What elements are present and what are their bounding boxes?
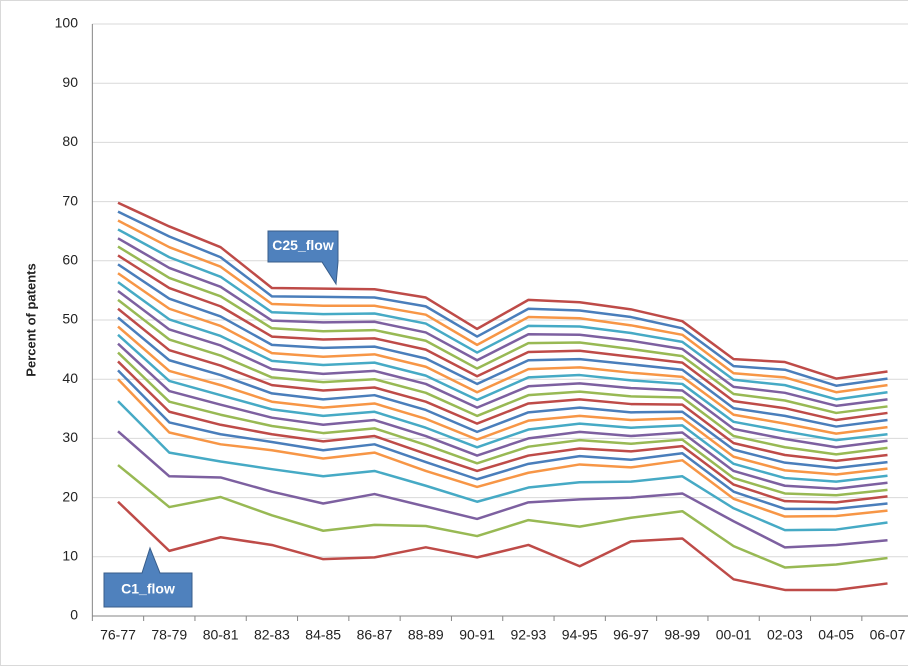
y-tick-label: 70 [62, 192, 78, 208]
series-line [117, 228, 888, 401]
y-tick-label: 60 [62, 252, 78, 268]
callout: C25_flow [267, 230, 339, 286]
y-tick-label: 80 [62, 133, 78, 149]
series-line [117, 342, 888, 490]
x-tick-label: 04-05 [818, 627, 854, 643]
series-line [117, 254, 888, 422]
series-line [117, 400, 888, 532]
x-tick-label: 96-97 [613, 627, 649, 643]
series-line [117, 378, 888, 518]
series-line [117, 289, 888, 449]
series-line [117, 307, 888, 463]
callout-text: C1_flow [121, 581, 175, 597]
series-line [117, 245, 888, 415]
series-line [117, 219, 888, 394]
series-line [117, 210, 888, 387]
x-tick-label: 82-83 [254, 627, 290, 643]
x-tick-label: 06-07 [870, 627, 906, 643]
callout-shape [267, 230, 339, 286]
series-line [117, 272, 888, 435]
x-tick-label: 78-79 [151, 627, 187, 643]
y-tick-label: 30 [62, 429, 78, 445]
y-tick-label: 100 [55, 15, 79, 31]
x-tick-label: 88-89 [408, 627, 444, 643]
callout: C1_flow [103, 546, 193, 608]
y-tick-label: 10 [62, 548, 78, 564]
x-tick-label: 76-77 [100, 627, 136, 643]
series-line [117, 298, 888, 456]
x-tick-label: 90-91 [459, 627, 495, 643]
y-tick-label: 40 [62, 370, 78, 386]
series-line [117, 333, 888, 483]
x-tick-label: 86-87 [357, 627, 393, 643]
callout-shape [103, 546, 193, 608]
series-line [117, 237, 888, 408]
y-axis-title: Percent of patents [23, 263, 38, 376]
series-line [117, 500, 888, 592]
x-tick-label: 00-01 [716, 627, 752, 643]
x-tick-label: 80-81 [203, 627, 239, 643]
y-tick-label: 0 [70, 607, 78, 623]
x-tick-label: 02-03 [767, 627, 803, 643]
y-tick-label: 50 [62, 311, 78, 327]
series-line [117, 281, 888, 442]
y-tick-label: 90 [62, 74, 78, 90]
callout-text: C25_flow [272, 237, 334, 253]
series-line [117, 201, 888, 380]
series-line [117, 360, 888, 504]
y-tick-label: 20 [62, 488, 78, 504]
series-line [117, 325, 888, 476]
series-line [117, 464, 888, 569]
x-tick-label: 84-85 [305, 627, 341, 643]
series-line [117, 263, 888, 428]
series-line [117, 316, 888, 470]
series-line [117, 351, 888, 497]
x-tick-label: 94-95 [562, 627, 598, 643]
x-tick-label: 92-93 [510, 627, 546, 643]
series-line [117, 369, 888, 511]
series-line [117, 430, 888, 549]
x-tick-label: 98-99 [664, 627, 700, 643]
